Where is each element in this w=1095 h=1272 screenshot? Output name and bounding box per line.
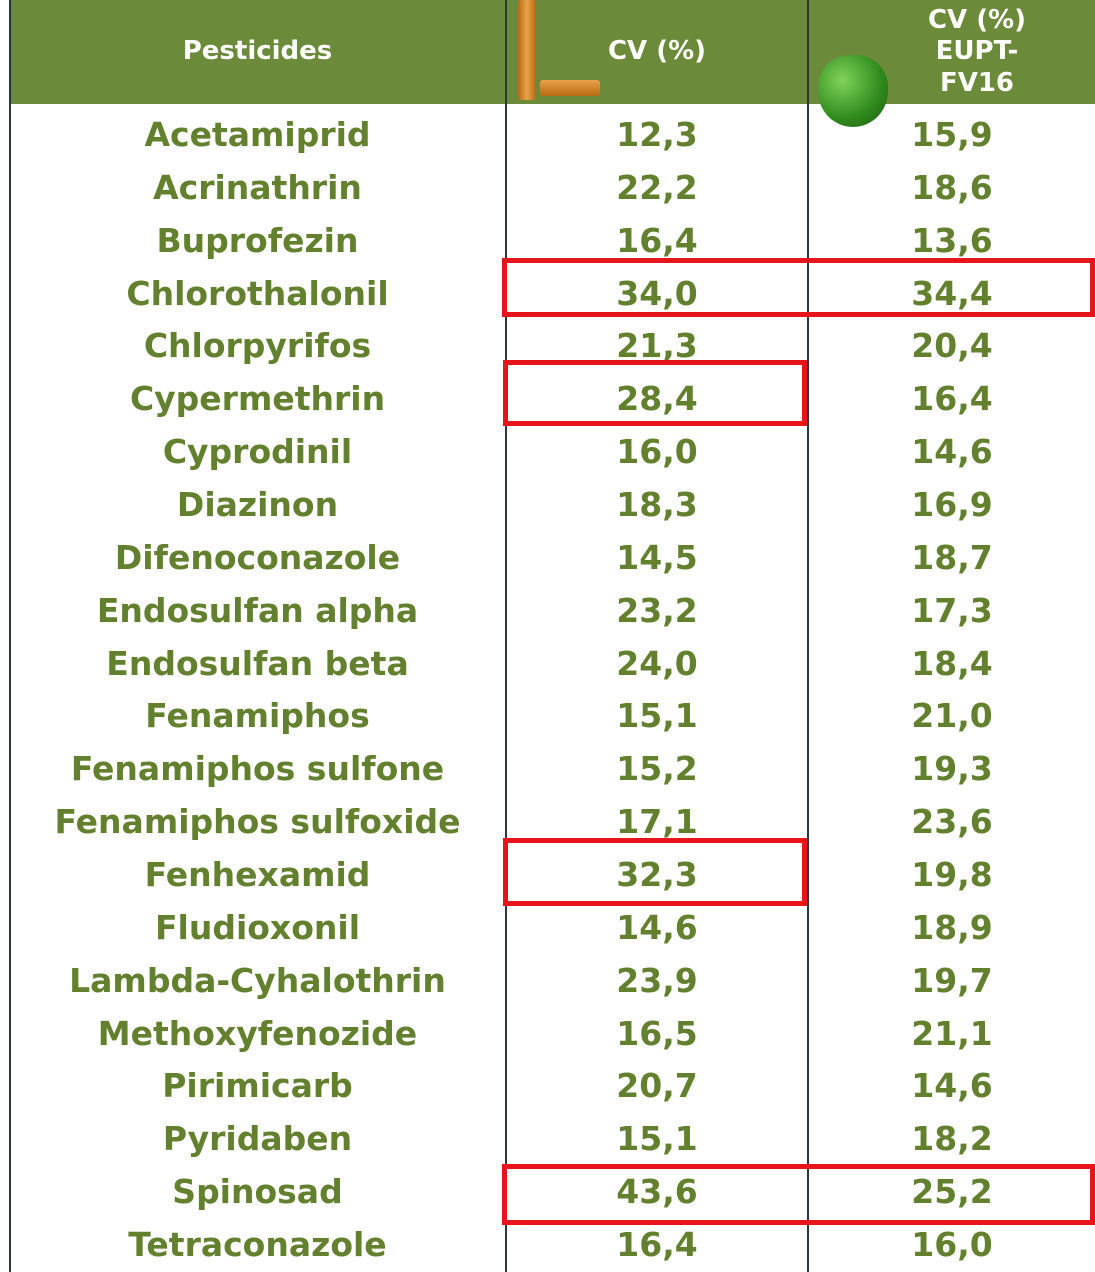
- cv-value: 18,9: [809, 901, 1095, 954]
- cv-value: 23,9: [507, 954, 807, 1007]
- pesticide-name: Spinosad: [10, 1165, 505, 1218]
- column-divider: [807, 0, 809, 1272]
- cv-value: 22,2: [507, 161, 807, 214]
- cv-value: 16,0: [809, 1218, 1095, 1271]
- highlight-box: [502, 1164, 1095, 1225]
- cv-value: 17,3: [809, 584, 1095, 637]
- cv-value: 16,4: [809, 372, 1095, 425]
- cv-value: 14,5: [507, 531, 807, 584]
- cv-value: 23,6: [809, 795, 1095, 848]
- cv-value: 23,2: [507, 584, 807, 637]
- left-border: [9, 0, 11, 1272]
- pepper-icon: [818, 55, 888, 127]
- pesticide-name: Methoxyfenozide: [10, 1007, 505, 1060]
- cv-value: 18,7: [809, 531, 1095, 584]
- header-cell: Pesticides: [10, 0, 505, 104]
- cv-value: 15,2: [507, 742, 807, 795]
- cv-value: 15,1: [507, 689, 807, 742]
- cv-value: 12,3: [507, 108, 807, 161]
- cv-value: 19,7: [809, 954, 1095, 1007]
- cv-value: 18,4: [809, 637, 1095, 690]
- cv-value: 14,6: [809, 1059, 1095, 1112]
- pesticide-name: Fludioxonil: [10, 901, 505, 954]
- cv-value: 19,3: [809, 742, 1095, 795]
- pesticide-name: Pyridaben: [10, 1112, 505, 1165]
- cv-value: 14,6: [809, 425, 1095, 478]
- ampoule-icon: [540, 80, 600, 96]
- pesticide-name: Pirimicarb: [10, 1059, 505, 1112]
- pesticide-name: Diazinon: [10, 478, 505, 531]
- cv-value: 18,2: [809, 1112, 1095, 1165]
- cv-value: 18,6: [809, 161, 1095, 214]
- cv-value: 16,5: [507, 1007, 807, 1060]
- cv-value: 18,3: [507, 478, 807, 531]
- pesticide-name: Fenhexamid: [10, 848, 505, 901]
- cv-value: 19,8: [809, 848, 1095, 901]
- cv-value: 15,1: [507, 1112, 807, 1165]
- page: {"table": { "header": ["Pesticides", "CV…: [0, 0, 1095, 1272]
- pesticide-name: Endosulfan alpha: [10, 584, 505, 637]
- pesticide-name: Fenamiphos: [10, 689, 505, 742]
- pesticide-name: Cyprodinil: [10, 425, 505, 478]
- pesticide-name: Fenamiphos sulfone: [10, 742, 505, 795]
- pesticide-name: Lambda-Cyhalothrin: [10, 954, 505, 1007]
- pesticide-name: Acetamiprid: [10, 108, 505, 161]
- column-divider: [505, 0, 507, 1272]
- cv-value: 21,1: [809, 1007, 1095, 1060]
- cv-value: 16,0: [507, 425, 807, 478]
- cv-value: 14,6: [507, 901, 807, 954]
- pesticide-name: Chlorothalonil: [10, 267, 505, 320]
- pesticide-name: Chlorpyrifos: [10, 319, 505, 372]
- table: 16,016,4Tetraconazole25,243,6Spinosad18,…: [0, 0, 1095, 1272]
- cv-value: 20,7: [507, 1059, 807, 1112]
- ampoule-icon: [518, 0, 536, 100]
- pesticide-name: Acrinathrin: [10, 161, 505, 214]
- highlight-box: [503, 838, 807, 906]
- pesticide-name: Fenamiphos sulfoxide: [10, 795, 505, 848]
- pesticide-name: Difenoconazole: [10, 531, 505, 584]
- pesticide-name: Tetraconazole: [10, 1218, 505, 1271]
- highlight-box: [503, 360, 807, 426]
- cv-value: 21,0: [809, 689, 1095, 742]
- highlight-box: [502, 258, 1095, 317]
- cv-value: 24,0: [507, 637, 807, 690]
- cv-value: 20,4: [809, 319, 1095, 372]
- pesticide-name: Buprofezin: [10, 214, 505, 267]
- cv-value: 16,9: [809, 478, 1095, 531]
- pesticide-name: Cypermethrin: [10, 372, 505, 425]
- pesticide-name: Endosulfan beta: [10, 637, 505, 690]
- cv-value: 16,4: [507, 1218, 807, 1271]
